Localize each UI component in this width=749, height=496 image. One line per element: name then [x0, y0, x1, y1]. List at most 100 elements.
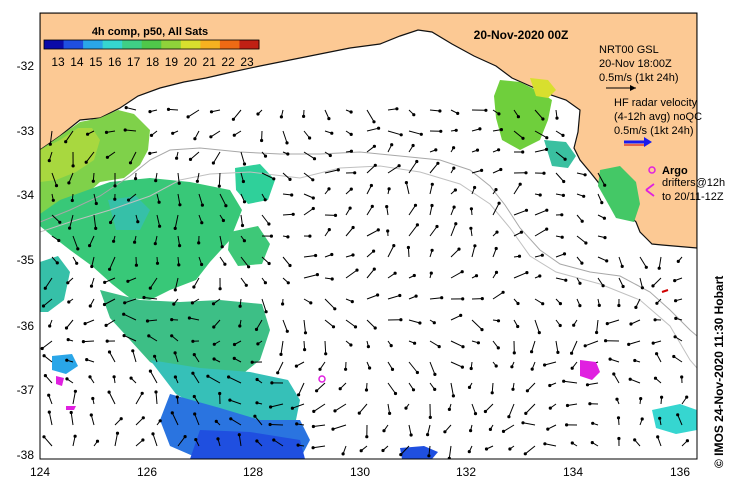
current-vector-head — [413, 341, 417, 345]
current-vector-head — [338, 387, 342, 391]
current-vector-head — [286, 152, 290, 156]
current-vector — [189, 317, 200, 321]
current-vector-head — [349, 110, 353, 114]
current-vector-head — [281, 302, 285, 306]
current-vector-head — [469, 226, 473, 230]
current-vector — [525, 403, 536, 414]
current-vector-head — [69, 410, 73, 415]
current-vector-head — [372, 120, 376, 124]
current-vector — [657, 436, 662, 447]
isobath-line — [40, 147, 697, 337]
current-vector-head — [173, 375, 177, 379]
current-vector — [597, 172, 606, 186]
current-vector-head — [583, 173, 587, 177]
current-vector-head — [621, 284, 625, 289]
current-vector-head — [75, 261, 79, 265]
current-vector-head — [411, 388, 416, 392]
current-vector — [124, 298, 137, 304]
current-vector-head — [136, 220, 140, 224]
date-title: 20-Nov-2020 00Z — [474, 28, 569, 42]
current-vector-head — [372, 267, 376, 271]
current-vector-head — [145, 319, 150, 323]
argo-legend-label: Argo — [662, 165, 688, 177]
hf-legend-line1: HF radar velocity — [614, 97, 698, 109]
current-vector — [219, 193, 227, 206]
current-vector-head — [47, 410, 51, 414]
current-vector-head — [84, 160, 88, 164]
current-vector-head — [54, 184, 59, 188]
current-vector-head — [436, 161, 440, 165]
credit-label: © IMOS 24-Nov-2020 11:30 Hobart — [712, 275, 726, 468]
current-vector-head — [376, 228, 380, 232]
current-vector-head — [195, 179, 199, 183]
current-vector-head — [440, 296, 444, 300]
current-vector-head — [147, 334, 151, 338]
current-vector-head — [105, 339, 109, 343]
current-vector — [91, 256, 95, 267]
x-tick-label: 128 — [243, 465, 263, 479]
land-mass — [40, 13, 697, 249]
current-vector-head — [311, 424, 315, 429]
current-vector-head — [88, 375, 92, 379]
current-vector-head — [582, 194, 586, 198]
current-vector-head — [516, 301, 520, 306]
current-vector-head — [644, 265, 648, 269]
current-vector — [256, 319, 263, 330]
current-vector — [408, 130, 422, 135]
current-vector — [544, 443, 557, 447]
current-vector — [429, 226, 438, 237]
current-vector-head — [543, 442, 547, 446]
current-vector-head — [674, 299, 678, 303]
colorbar-tick-label: 14 — [70, 55, 84, 69]
current-vector — [66, 319, 74, 329]
current-vector-head — [140, 391, 144, 395]
current-vector-head — [412, 273, 416, 278]
current-vector-head — [270, 381, 274, 385]
current-vector — [270, 424, 284, 426]
current-vector-head — [58, 220, 62, 224]
current-vector-head — [83, 322, 87, 326]
current-vector — [282, 213, 294, 216]
current-vector-head — [580, 261, 584, 265]
current-vector — [177, 235, 181, 246]
current-vector-head — [365, 435, 369, 439]
current-vector-head — [288, 177, 292, 181]
drifter-marker — [661, 289, 669, 293]
current-vector — [408, 361, 418, 373]
current-vector-head — [507, 415, 511, 419]
current-vector-head — [452, 166, 456, 170]
current-vector-head — [562, 179, 566, 184]
current-vector — [563, 380, 578, 384]
current-vector — [303, 208, 314, 216]
current-vector-head — [166, 107, 171, 112]
current-vector-head — [269, 234, 273, 238]
current-vector-head — [548, 406, 552, 410]
current-vector-head — [242, 200, 247, 204]
current-vector-head — [545, 208, 549, 212]
current-vector-head — [412, 113, 416, 117]
current-vector-head — [232, 356, 236, 360]
current-vector — [155, 391, 158, 405]
current-vector-head — [94, 226, 98, 230]
current-vector — [109, 351, 116, 363]
current-vector-head — [382, 429, 386, 433]
current-vector-head — [653, 376, 658, 380]
current-vector-head — [327, 228, 331, 232]
current-vector-head — [244, 283, 248, 287]
current-vector-head — [333, 307, 337, 311]
current-vector-head — [538, 274, 542, 278]
current-vector-head — [119, 417, 123, 421]
current-vector-head — [302, 114, 306, 119]
current-vector — [366, 294, 378, 300]
current-vector-head — [475, 148, 480, 152]
current-vector-head — [501, 429, 506, 433]
current-vector-head — [349, 132, 353, 136]
current-vector-head — [429, 271, 433, 275]
current-vector-head — [229, 417, 233, 421]
current-vector-head — [122, 312, 126, 316]
current-vector-head — [452, 205, 456, 209]
current-vector-head — [178, 244, 182, 248]
current-vector — [298, 382, 305, 396]
current-vector-head — [218, 391, 222, 396]
current-vector-head — [312, 409, 316, 413]
